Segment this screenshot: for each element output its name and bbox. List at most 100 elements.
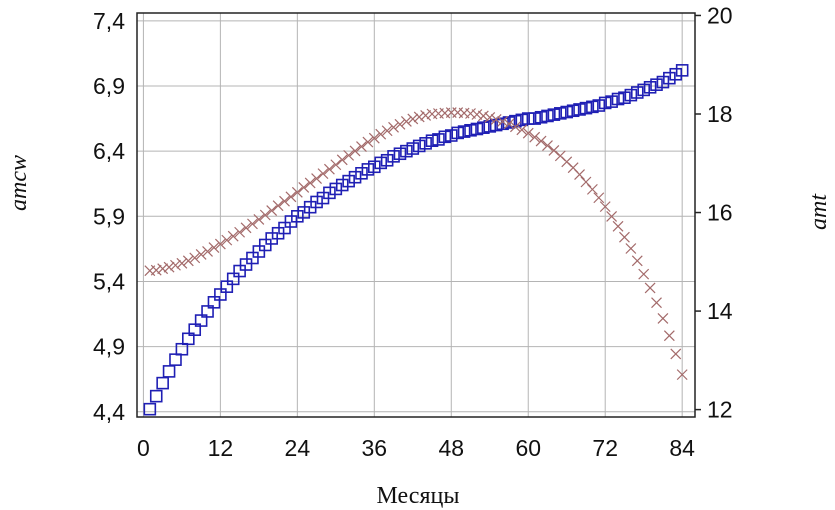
amt-point (407, 113, 419, 125)
amt-point (574, 169, 585, 181)
amcw-point (598, 96, 612, 110)
y-axis-left-title: amcw (6, 155, 32, 211)
amt-point (375, 128, 387, 140)
amt-point (484, 112, 496, 123)
amt-point (503, 118, 515, 130)
amt-point (586, 183, 598, 195)
amcw-point (348, 170, 362, 184)
amt-point (400, 115, 412, 127)
y-right-tick-label: 14 (707, 298, 733, 324)
amcw-point (457, 125, 471, 138)
amt-point (272, 200, 284, 212)
y-axis-right-title: amt (806, 193, 832, 230)
amcw-point (323, 186, 336, 200)
amt-point (606, 211, 618, 222)
y-left-tick-label: 6,4 (93, 138, 125, 164)
amt-point (221, 234, 233, 246)
x-tick-label: 84 (669, 435, 695, 461)
amcw-point (451, 126, 464, 140)
amt-point (388, 121, 399, 133)
amcw-point (201, 305, 214, 318)
amcw-point (374, 156, 388, 170)
amt-point (279, 195, 290, 207)
amcw-point (226, 272, 240, 286)
amcw-point (534, 110, 548, 124)
amcw-point (624, 88, 638, 102)
amcw-point (573, 103, 586, 116)
amcw-point (355, 166, 368, 180)
amt-point (208, 242, 220, 253)
amcw-point (291, 210, 304, 223)
x-tick-label: 72 (592, 435, 618, 461)
amcw-point (464, 123, 477, 137)
amt-point (509, 121, 521, 133)
amt-point (234, 226, 246, 238)
amt-point (657, 313, 669, 324)
amt-point (182, 255, 194, 267)
amcw-point (515, 113, 529, 127)
amt-point (362, 136, 374, 148)
amt-point (490, 113, 502, 125)
amt-point (227, 230, 239, 242)
amt-point (336, 154, 348, 166)
amcw-point (246, 251, 259, 265)
amcw-point (406, 142, 420, 155)
amcw-point (368, 160, 381, 174)
amcw-point (239, 258, 253, 271)
amcw-point (252, 245, 266, 258)
amcw-point (220, 280, 234, 293)
amt-point (670, 348, 682, 360)
amcw-point (214, 288, 227, 301)
amcw-point (643, 80, 657, 94)
amcw-point (182, 332, 195, 346)
amt-point (651, 297, 662, 309)
amt-point (240, 222, 252, 234)
amcw-point (361, 163, 375, 176)
amcw-point (393, 147, 407, 161)
amt-point (631, 255, 643, 267)
y-right-tick-label: 12 (707, 397, 733, 423)
amcw-point (143, 402, 157, 416)
amt-point (163, 261, 175, 273)
tick-labels: 0 12 24 36 48 60 72 84 4,4 4,9 5,4 5,9 6,4 6,9 7,4 12 14… (93, 2, 733, 461)
amt-point (343, 149, 355, 161)
amt-point (323, 163, 335, 175)
series-amt (144, 107, 688, 381)
amcw-point (156, 376, 169, 390)
amt-point (368, 132, 380, 144)
grid (137, 13, 701, 417)
amt-point (298, 181, 310, 193)
amcw-point (547, 108, 561, 121)
amcw-point (560, 105, 574, 119)
amcw-point (380, 153, 394, 167)
y-right-tick-label: 18 (707, 101, 733, 127)
amcw-point (207, 296, 221, 309)
amcw-point (310, 195, 323, 209)
amt-point (259, 209, 271, 221)
amcw-point (432, 133, 445, 146)
amt-point (202, 246, 213, 257)
amcw-point (586, 100, 599, 114)
amcw-point (663, 71, 676, 85)
amt-point (548, 145, 560, 156)
amt-point (676, 369, 688, 381)
amt-point (522, 127, 534, 139)
amt-point (420, 110, 432, 121)
amt-point (330, 159, 342, 171)
amcw-point (470, 122, 484, 136)
amt-point (542, 140, 553, 151)
amt-point (644, 282, 656, 294)
amcw-point (233, 264, 246, 278)
amcw-point (630, 86, 644, 99)
amcw-point (554, 107, 567, 120)
amt-point (266, 205, 278, 216)
amcw-point (675, 64, 689, 77)
y-left-tick-label: 4,9 (93, 334, 125, 360)
amcw-point (611, 92, 625, 106)
amt-point (157, 263, 169, 275)
amcw-point (579, 101, 593, 115)
amt-point (381, 125, 393, 137)
amcw-point (335, 178, 349, 192)
amt-point (413, 111, 425, 123)
